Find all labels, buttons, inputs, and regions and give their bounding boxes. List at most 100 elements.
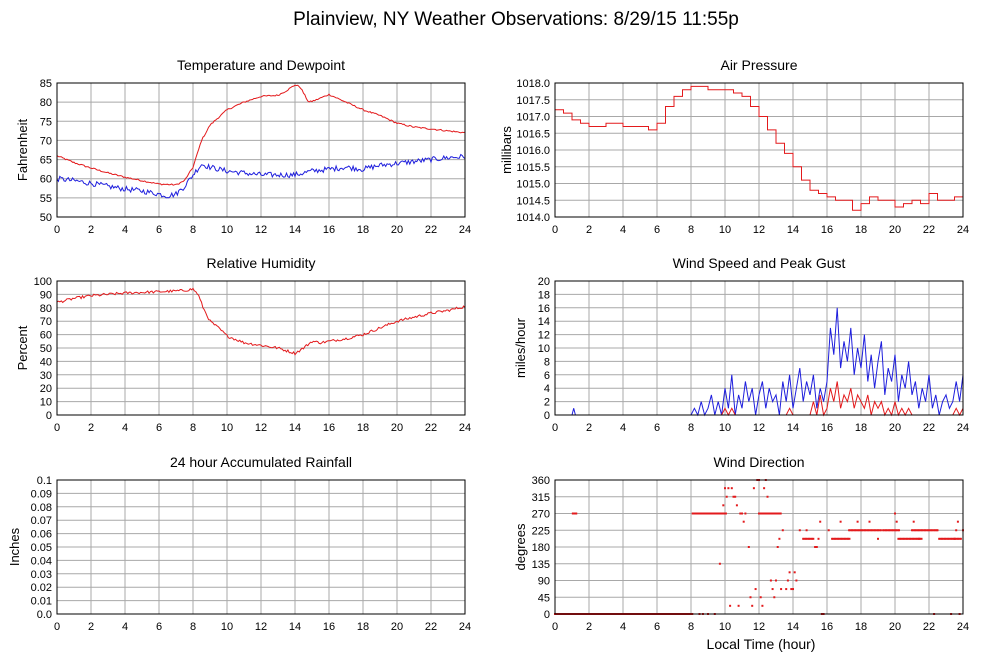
y-tick-label: 55 bbox=[40, 193, 52, 205]
direction-point bbox=[920, 537, 923, 540]
direction-point bbox=[709, 512, 712, 515]
direction-point bbox=[778, 537, 781, 540]
direction-point bbox=[893, 529, 896, 532]
direction-point bbox=[869, 529, 872, 532]
x-tick-label: 24 bbox=[459, 224, 471, 236]
y-tick-label: 90 bbox=[40, 289, 52, 301]
plot-frame bbox=[554, 280, 964, 416]
x-tick-label: 6 bbox=[654, 224, 660, 236]
y-axis-label: millibars bbox=[499, 126, 514, 174]
direction-point bbox=[697, 512, 700, 515]
direction-point bbox=[706, 512, 709, 515]
y-tick-label: 30 bbox=[40, 370, 52, 382]
direction-point bbox=[769, 512, 772, 515]
direction-point bbox=[729, 604, 732, 607]
y-axis-label: miles/hour bbox=[513, 317, 528, 378]
y-tick-label: 20 bbox=[40, 383, 52, 395]
x-tick-label: 10 bbox=[221, 422, 233, 434]
direction-point bbox=[696, 512, 699, 515]
direction-point bbox=[926, 529, 929, 532]
x-tick-label: 14 bbox=[787, 621, 799, 633]
direction-point bbox=[714, 512, 717, 515]
direction-point bbox=[722, 504, 725, 507]
direction-point bbox=[849, 529, 852, 532]
direction-point bbox=[710, 512, 713, 515]
chart-title: Relative Humidity bbox=[207, 255, 316, 271]
direction-point bbox=[929, 529, 932, 532]
x-tick-label: 6 bbox=[156, 224, 162, 236]
y-axis-label: degrees bbox=[513, 523, 528, 570]
direction-point bbox=[769, 579, 772, 582]
direction-point bbox=[832, 537, 835, 540]
direction-point bbox=[910, 537, 913, 540]
x-tick-label: 2 bbox=[88, 422, 94, 434]
y-tick-label: 45 bbox=[538, 592, 550, 604]
direction-point bbox=[887, 529, 890, 532]
y-tick-label: 0.01 bbox=[31, 596, 52, 608]
direction-point bbox=[798, 529, 801, 532]
x-tick-label: 0 bbox=[54, 224, 60, 236]
y-tick-label: 6 bbox=[544, 370, 550, 382]
x-tick-label: 18 bbox=[357, 621, 369, 633]
chart-title: 24 hour Accumulated Rainfall bbox=[170, 454, 352, 470]
direction-point bbox=[763, 512, 766, 515]
direction-point bbox=[747, 546, 750, 548]
x-tick-label: 16 bbox=[323, 621, 335, 633]
y-tick-label: 0.1 bbox=[37, 475, 52, 487]
x-tick-label: 0 bbox=[552, 224, 558, 236]
y-tick-label: 70 bbox=[40, 135, 52, 147]
x-tick-label: 12 bbox=[255, 422, 267, 434]
y-tick-label: 18 bbox=[538, 289, 550, 301]
x-tick-label: 6 bbox=[156, 422, 162, 434]
direction-point bbox=[951, 537, 954, 540]
direction-point bbox=[817, 537, 820, 540]
direction-point bbox=[848, 537, 851, 540]
x-tick-label: 4 bbox=[620, 224, 626, 236]
direction-point bbox=[752, 487, 755, 490]
direction-point bbox=[932, 529, 935, 532]
x-tick-label: 16 bbox=[821, 621, 833, 633]
y-tick-label: 75 bbox=[40, 116, 52, 128]
y-tick-label: 360 bbox=[532, 475, 550, 487]
x-tick-label: 14 bbox=[787, 224, 799, 236]
direction-point bbox=[959, 537, 962, 540]
y-tick-label: 4 bbox=[544, 383, 550, 395]
direction-point bbox=[716, 512, 719, 515]
direction-point bbox=[793, 571, 796, 574]
chart-title: Wind Speed and Peak Gust bbox=[673, 255, 846, 271]
direction-point bbox=[841, 537, 844, 540]
x-tick-label: 22 bbox=[425, 422, 437, 434]
y-tick-label: 65 bbox=[40, 155, 52, 167]
y-tick-label: 1015.5 bbox=[516, 162, 550, 174]
direction-point bbox=[856, 520, 859, 523]
x-tick-label: 12 bbox=[255, 621, 267, 633]
direction-point bbox=[734, 495, 737, 498]
direction-point bbox=[693, 512, 696, 515]
x-tick-label: 24 bbox=[459, 422, 471, 434]
x-tick-label: 24 bbox=[957, 621, 969, 633]
y-tick-label: 50 bbox=[40, 212, 52, 224]
direction-point bbox=[850, 529, 853, 532]
chart-title: Wind Direction bbox=[713, 454, 804, 470]
plot-frame bbox=[554, 82, 964, 218]
direction-point bbox=[919, 529, 922, 532]
x-tick-label: 14 bbox=[289, 621, 301, 633]
x-tick-label: 6 bbox=[654, 422, 660, 434]
y-tick-label: 50 bbox=[40, 343, 52, 355]
x-axis-label: Local Time (hour) bbox=[707, 636, 816, 652]
direction-point bbox=[917, 537, 920, 540]
direction-point bbox=[833, 537, 836, 540]
direction-point bbox=[812, 537, 815, 540]
direction-point bbox=[907, 537, 910, 540]
direction-point bbox=[754, 588, 757, 591]
direction-point bbox=[788, 571, 791, 574]
y-tick-label: 1016.0 bbox=[516, 145, 550, 157]
y-tick-label: 1014.5 bbox=[516, 195, 550, 207]
direction-point bbox=[768, 512, 771, 515]
direction-point bbox=[948, 537, 951, 540]
x-tick-label: 22 bbox=[923, 422, 935, 434]
x-tick-label: 4 bbox=[122, 224, 128, 236]
direction-point bbox=[955, 529, 958, 532]
direction-point bbox=[575, 512, 578, 515]
